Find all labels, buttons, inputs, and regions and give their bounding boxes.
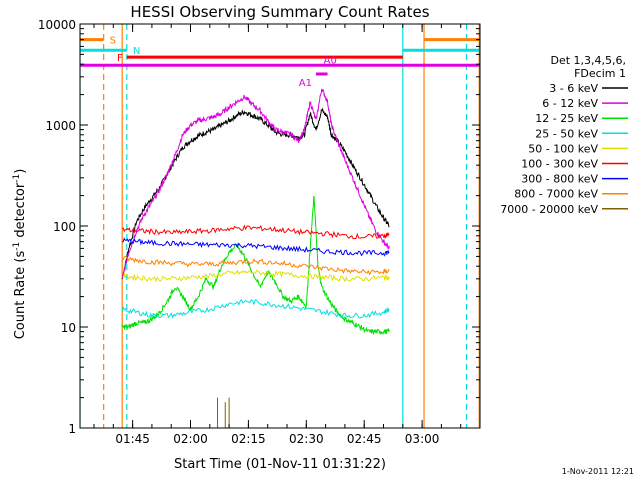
x-tick-label-4: 02:45 [347,432,382,446]
x-axis-label: Start Time (01-Nov-11 01:31:22) [174,457,386,472]
legend: Det 1,3,4,5,6,FDecim 1 3 - 6 keV 6 - 12 ke… [500,54,628,216]
plot-frame [79,23,481,429]
y-axis-label: Count Rate (s-1 detector-1) [12,169,28,340]
legend-label-6: 300 - 800 keV [521,173,598,186]
extra-label-0: A0 [324,55,337,66]
x-tick-label-3: 02:30 [289,432,324,446]
x-tick-label-0: 01:45 [115,432,150,446]
series-line-4 [122,269,390,283]
legend-label-1: 6 - 12 keV [542,97,598,110]
series-line-6 [122,237,390,257]
series-line-1 [121,88,390,278]
series-line-7 [122,255,390,276]
legend-label-7: 800 - 7000 keV [514,188,598,201]
y-axis-label-mid: detector [13,182,28,242]
y-tick-label-2: 100 [53,220,76,234]
legend-header-2: FDecim 1 [574,67,626,80]
plot-inner [80,24,480,428]
x-tick-label-5: 03:00 [405,432,440,446]
legend-label-0: 3 - 6 keV [549,82,598,95]
x-tick-label-2: 02:15 [231,432,266,446]
y-axis-label-end: ) [13,169,28,174]
flag-label-4: A1 [299,78,312,89]
flag-label-2: F [117,53,123,64]
series-line-3 [121,298,390,319]
y-axis-label-sup2: -1 [12,174,22,183]
legend-header-1: Det 1,3,4,5,6, [550,54,626,67]
legend-label-5: 100 - 300 keV [521,158,598,171]
y-tick-label-1: 10 [61,321,76,335]
flag-label-1: N [133,46,140,57]
legend-label-2: 12 - 25 keV [535,112,598,125]
x-tick-label-1: 02:00 [173,432,208,446]
y-axis-label-sup: -1 [12,242,22,251]
series-line-5 [121,224,390,240]
y-tick-label-3: 1000 [45,119,76,133]
axes: 01:45 02:00 02:15 02:30 02:45 03:00 1 10 100 1000… [38,18,481,446]
plot-area: S NF A1 A0 [80,24,480,428]
y-tick-label-4: 10000 [38,18,76,32]
series-line-2 [121,195,390,335]
y-tick-label-0: 1 [68,422,76,436]
legend-label-3: 25 - 50 keV [535,127,598,140]
y-axis-label-main: Count Rate (s [13,251,28,340]
flag-label-0: S [110,36,116,47]
legend-label-8: 7000 - 20000 keV [500,203,598,216]
timestamp: 1-Nov-2011 12:21 [562,467,634,476]
chart-title: HESSI Observing Summary Count Rates [130,3,429,21]
legend-label-4: 50 - 100 keV [528,142,598,155]
